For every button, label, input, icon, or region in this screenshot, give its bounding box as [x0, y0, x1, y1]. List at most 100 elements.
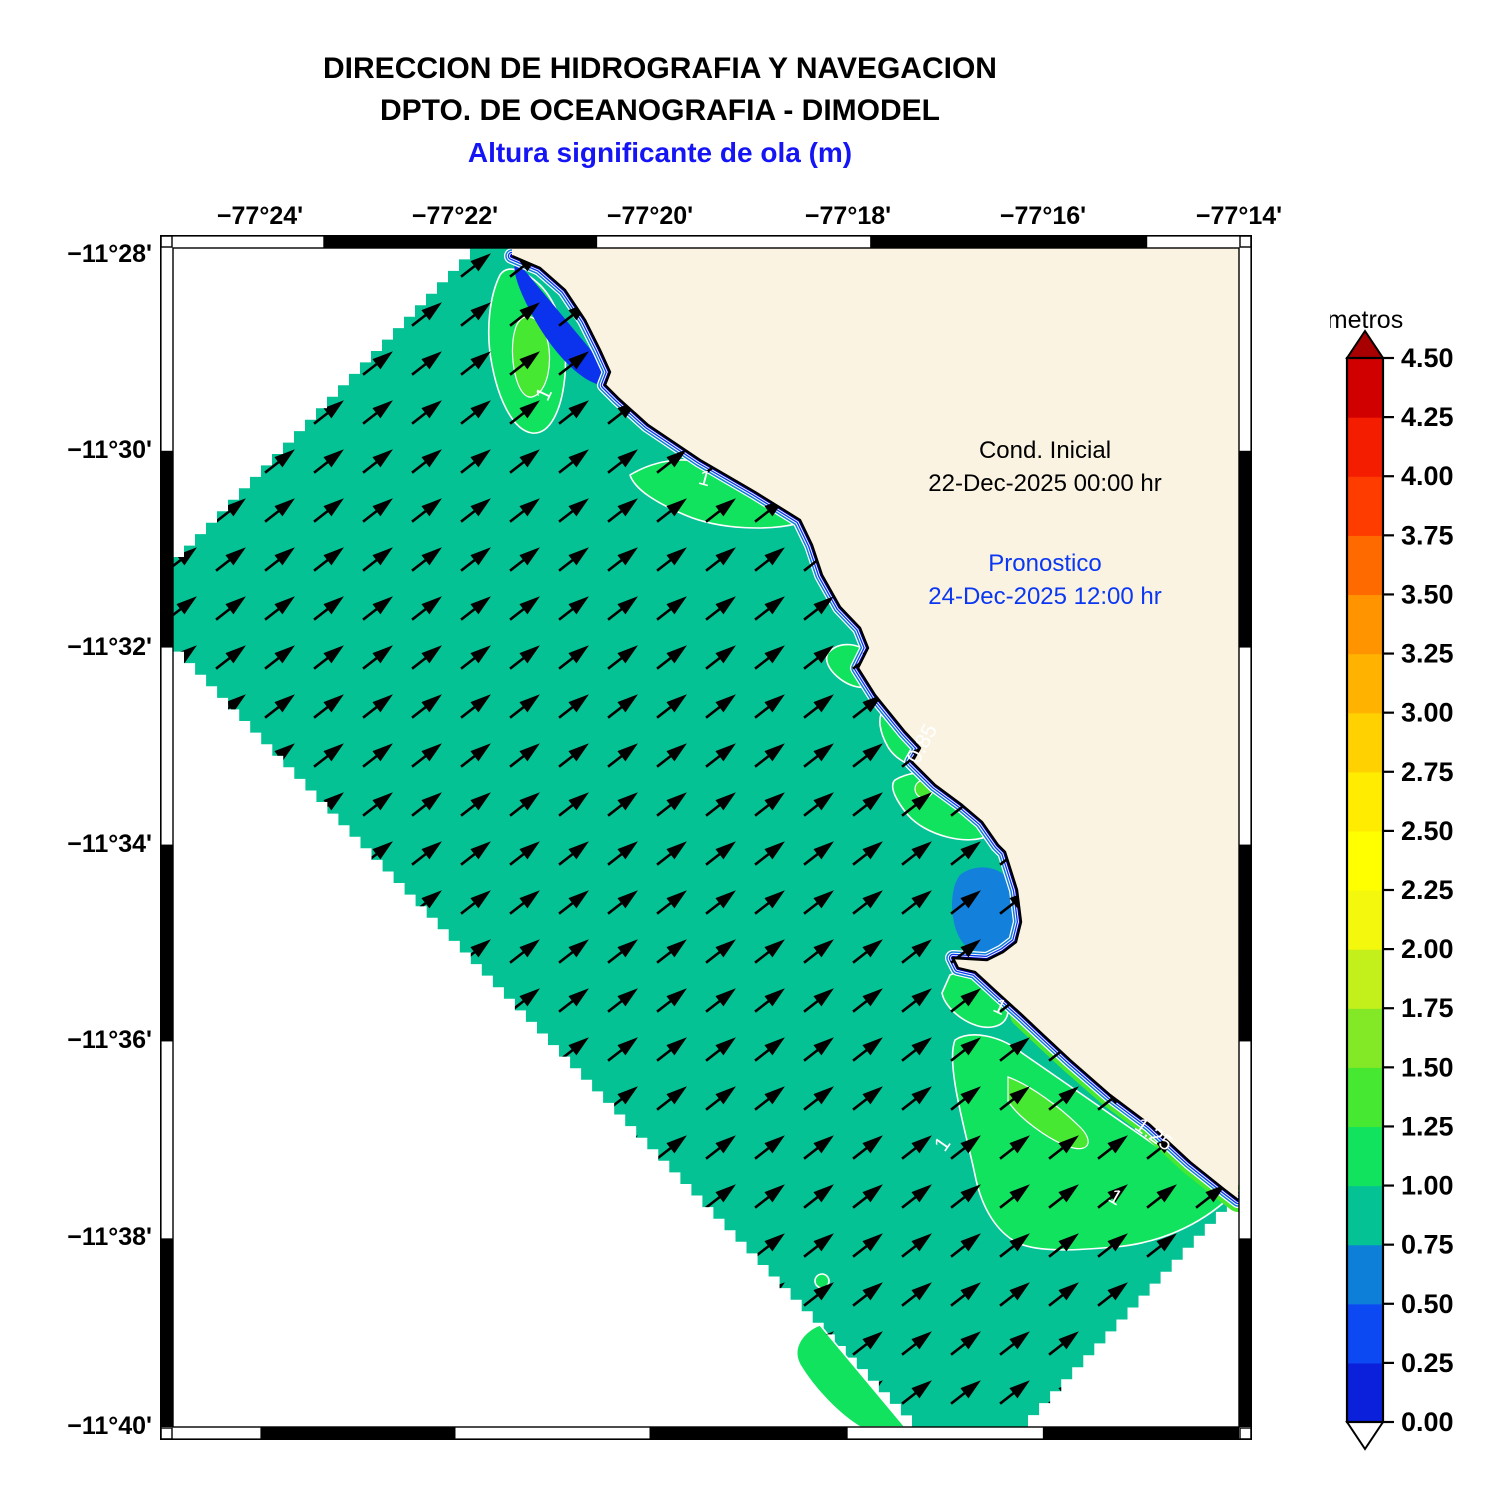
- wave-arrow-icon: [607, 1233, 638, 1258]
- colorbar-tick-label: 0.75: [1401, 1230, 1454, 1260]
- wave-arrow-icon: [901, 890, 932, 915]
- colorbar-segment: [1347, 890, 1383, 950]
- wave-arrow-icon: [411, 596, 442, 621]
- wave-arrow-icon: [558, 890, 589, 915]
- wave-arrow-icon: [852, 939, 883, 964]
- wave-arrow-icon: [656, 449, 687, 474]
- wave-arrow-icon: [852, 1037, 883, 1062]
- wave-arrow-icon: [215, 1037, 246, 1062]
- wave-arrow-icon: [460, 400, 491, 425]
- wave-arrow-icon: [754, 939, 785, 964]
- wave-arrow-icon: [656, 498, 687, 523]
- wave-arrow-icon: [607, 841, 638, 866]
- wave-arrow-icon: [558, 1282, 589, 1307]
- wave-arrow-icon: [754, 841, 785, 866]
- wave-arrow-icon: [656, 1282, 687, 1307]
- wave-arrow-icon: [1048, 1184, 1079, 1209]
- wave-arrow-icon: [313, 841, 344, 866]
- wave-arrow-icon: [264, 939, 295, 964]
- land-area: [512, 248, 1239, 1200]
- wave-arrow-icon: [656, 841, 687, 866]
- wave-arrow-icon: [558, 547, 589, 572]
- initial-condition-annotation: Cond. Inicial 22-Dec-2025 00:00 hr: [825, 434, 1265, 500]
- wave-arrow-icon: [411, 547, 442, 572]
- wave-arrow-icon: [411, 253, 442, 278]
- wave-arrow-icon: [460, 645, 491, 670]
- wave-arrow-icon: [607, 1282, 638, 1307]
- wave-arrow-icon: [950, 1380, 981, 1405]
- wave-arrow-icon: [411, 400, 442, 425]
- wave-arrow-icon: [705, 1037, 736, 1062]
- wave-arrow-icon: [313, 1233, 344, 1258]
- forecast-datetime: 24-Dec-2025 12:00 hr: [928, 583, 1162, 610]
- wave-arrow-icon: [362, 1233, 393, 1258]
- wave-arrow-icon: [313, 645, 344, 670]
- frame-band-segment: [1147, 235, 1239, 248]
- wave-arrow-icon: [264, 547, 295, 572]
- wave-arrow-icon: [852, 1233, 883, 1258]
- frame-band-segment: [1239, 1041, 1252, 1239]
- wave-arrow-icon: [999, 1233, 1030, 1258]
- frame-corner: [1239, 1427, 1252, 1440]
- wave-arrow-icon: [509, 1282, 540, 1307]
- wave-arrow-icon: [705, 1135, 736, 1160]
- wave-arrow-icon: [215, 1331, 246, 1356]
- frame-band-segment: [260, 1427, 456, 1440]
- colorbar-segment: [1347, 1008, 1383, 1068]
- wave-arrow-icon: [656, 694, 687, 719]
- wave-arrow-icon: [460, 547, 491, 572]
- wave-arrow-icon: [215, 1184, 246, 1209]
- wave-arrow-icon: [999, 1086, 1030, 1111]
- wave-arrow-icon: [803, 939, 834, 964]
- wave-arrow-icon: [509, 890, 540, 915]
- wave-arrow-icon: [264, 1184, 295, 1209]
- wave-arrow-icon: [558, 939, 589, 964]
- colorbar-tick-label: 1.00: [1401, 1171, 1454, 1201]
- frame-band-segment: [173, 1427, 261, 1440]
- wave-arrow-icon: [558, 449, 589, 474]
- wave-arrow-icon: [754, 547, 785, 572]
- wave-arrow-icon: [509, 1086, 540, 1111]
- wave-arrow-icon: [558, 1135, 589, 1160]
- colorbar-tick-label: 4.25: [1401, 402, 1454, 432]
- wave-arrow-icon: [754, 743, 785, 768]
- wave-arrow-icon: [803, 694, 834, 719]
- colorbar-tick-label: 1.50: [1401, 1052, 1454, 1082]
- wave-arrow-icon: [656, 939, 687, 964]
- wave-arrow-icon: [362, 1184, 393, 1209]
- wave-arrow-icon: [460, 1380, 491, 1405]
- wave-arrow-icon: [215, 1086, 246, 1111]
- wave-arrow-icon: [901, 1086, 932, 1111]
- wave-arrow-icon: [411, 939, 442, 964]
- wave-arrow-icon: [173, 547, 197, 572]
- wave-arrow-icon: [362, 351, 393, 376]
- lat-tick-label: −11°40': [67, 1412, 152, 1440]
- wave-arrow-icon: [656, 645, 687, 670]
- wave-arrow-icon: [215, 596, 246, 621]
- frame-band-segment: [597, 235, 871, 248]
- wave-arrow-icon: [460, 988, 491, 1013]
- wave-arrow-icon: [362, 253, 393, 278]
- wave-arrow-icon: [411, 645, 442, 670]
- wave-arrow-icon: [264, 1037, 295, 1062]
- wave-arrow-icon: [754, 694, 785, 719]
- wave-arrow-icon: [656, 1233, 687, 1258]
- wave-arrow-icon: [509, 645, 540, 670]
- wave-arrow-icon: [460, 596, 491, 621]
- wave-arrow-icon: [362, 1331, 393, 1356]
- wave-arrow-icon: [1097, 1233, 1128, 1258]
- wave-arrow-icon: [558, 1331, 589, 1356]
- frame-band-segment: [160, 248, 173, 451]
- frame-band-segment: [160, 844, 173, 1042]
- wave-arrow-icon: [215, 1135, 246, 1160]
- wave-arrow-icon: [950, 1135, 981, 1160]
- colorbar-segment: [1347, 949, 1383, 1009]
- wave-arrow-icon: [950, 1331, 981, 1356]
- frame-band-segment: [649, 1427, 848, 1440]
- wave-arrow-icon: [215, 449, 246, 474]
- wave-arrow-icon: [999, 1037, 1030, 1062]
- colorbar-segment: [1347, 771, 1383, 832]
- wave-arrow-icon: [411, 841, 442, 866]
- map-frame: [160, 235, 1252, 1440]
- wave-arrow-icon: [1048, 1135, 1079, 1160]
